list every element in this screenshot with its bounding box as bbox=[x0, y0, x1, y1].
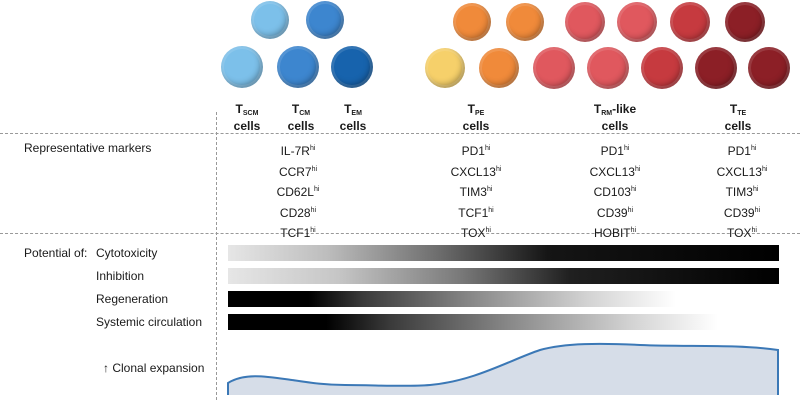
potential-label-cytotoxicity: Cytotoxicity bbox=[96, 246, 158, 260]
cell-circle bbox=[506, 3, 544, 41]
clonal-expansion-area bbox=[228, 343, 778, 395]
marker: CXCL13hi bbox=[589, 164, 641, 179]
cell-circle bbox=[725, 2, 765, 42]
cell-circle bbox=[453, 3, 491, 41]
cell-circle bbox=[587, 47, 629, 89]
marker: TCF1hi bbox=[280, 226, 316, 240]
marker-group-memory: IL-7Rhi CCR7hi CD62Lhi CD28hi TCF1hi bbox=[258, 140, 338, 243]
marker: CD39hi bbox=[723, 205, 761, 220]
marker: CCR7hi bbox=[278, 164, 318, 179]
cell-circle bbox=[695, 47, 737, 89]
cell-circle bbox=[748, 47, 790, 89]
divider-top bbox=[0, 133, 800, 134]
marker: IL-7Rhi bbox=[280, 144, 316, 158]
header-tscm: TSCM cells bbox=[233, 102, 261, 133]
cell-circle bbox=[277, 46, 319, 88]
gradient-bar-regeneration bbox=[228, 291, 676, 307]
marker: TOXhi bbox=[727, 226, 757, 240]
header-tem: TEM cells bbox=[339, 102, 367, 133]
marker: TIM3hi bbox=[459, 185, 493, 199]
marker: PD1hi bbox=[600, 144, 630, 158]
cell-circle bbox=[425, 48, 465, 88]
row-label-clonal-expansion: ↑ Clonal expansion bbox=[103, 361, 204, 375]
potential-label-regeneration: Regeneration bbox=[96, 292, 169, 306]
marker: CXCL13hi bbox=[716, 164, 768, 179]
marker: PD1hi bbox=[727, 144, 757, 158]
potential-label-inhibition: Inhibition bbox=[96, 269, 145, 283]
potential-label-systemic-circulation: Systemic circulation bbox=[96, 315, 203, 329]
gradient-bar-cytotoxicity bbox=[228, 245, 779, 261]
marker-group-tpe: PD1hi CXCL13hi TIM3hi TCF1hi TOXhi bbox=[436, 140, 516, 243]
cell-circle bbox=[565, 2, 605, 42]
marker-group-tte: PD1hi CXCL13hi TIM3hi CD39hi TOXhi bbox=[702, 140, 782, 243]
marker-group-trm: PD1hi CXCL13hi CD103hi CD39hi HOBIThi bbox=[575, 140, 655, 243]
gradient-bar-systemic-circulation bbox=[228, 314, 718, 330]
marker: CD28hi bbox=[279, 205, 317, 220]
clonal-expansion-line bbox=[227, 342, 779, 395]
marker: CXCL13hi bbox=[450, 164, 502, 179]
marker: CD103hi bbox=[593, 185, 637, 199]
divider-vertical bbox=[216, 112, 217, 400]
marker: TIM3hi bbox=[725, 185, 759, 199]
cell-circle bbox=[331, 46, 373, 88]
row-label-potential-of: Potential of: bbox=[24, 246, 88, 260]
header-tpe: TPE cells bbox=[462, 102, 490, 133]
cell-circle bbox=[617, 2, 657, 42]
cell-circle bbox=[479, 48, 519, 88]
header-tte: TTE cells bbox=[724, 102, 752, 133]
marker: CD62Lhi bbox=[276, 185, 320, 199]
cell-circle bbox=[221, 46, 263, 88]
clonal-expansion-text: Clonal expansion bbox=[112, 361, 205, 375]
cell-circle bbox=[306, 1, 344, 39]
header-tcm: TCM cells bbox=[287, 102, 315, 133]
header-trm-like: TRM-like cells bbox=[593, 102, 637, 133]
marker: HOBIThi bbox=[593, 226, 637, 240]
up-arrow-icon: ↑ bbox=[103, 361, 109, 375]
cell-circle bbox=[641, 47, 683, 89]
marker: PD1hi bbox=[461, 144, 491, 158]
cell-circle bbox=[533, 47, 575, 89]
cell-circle bbox=[251, 1, 289, 39]
row-label-markers: Representative markers bbox=[24, 141, 152, 155]
marker: TCF1hi bbox=[458, 205, 494, 220]
gradient-bar-inhibition bbox=[228, 268, 779, 284]
marker: TOXhi bbox=[461, 226, 491, 240]
marker: CD39hi bbox=[596, 205, 634, 220]
cell-circle bbox=[670, 2, 710, 42]
divider-middle bbox=[0, 233, 800, 234]
